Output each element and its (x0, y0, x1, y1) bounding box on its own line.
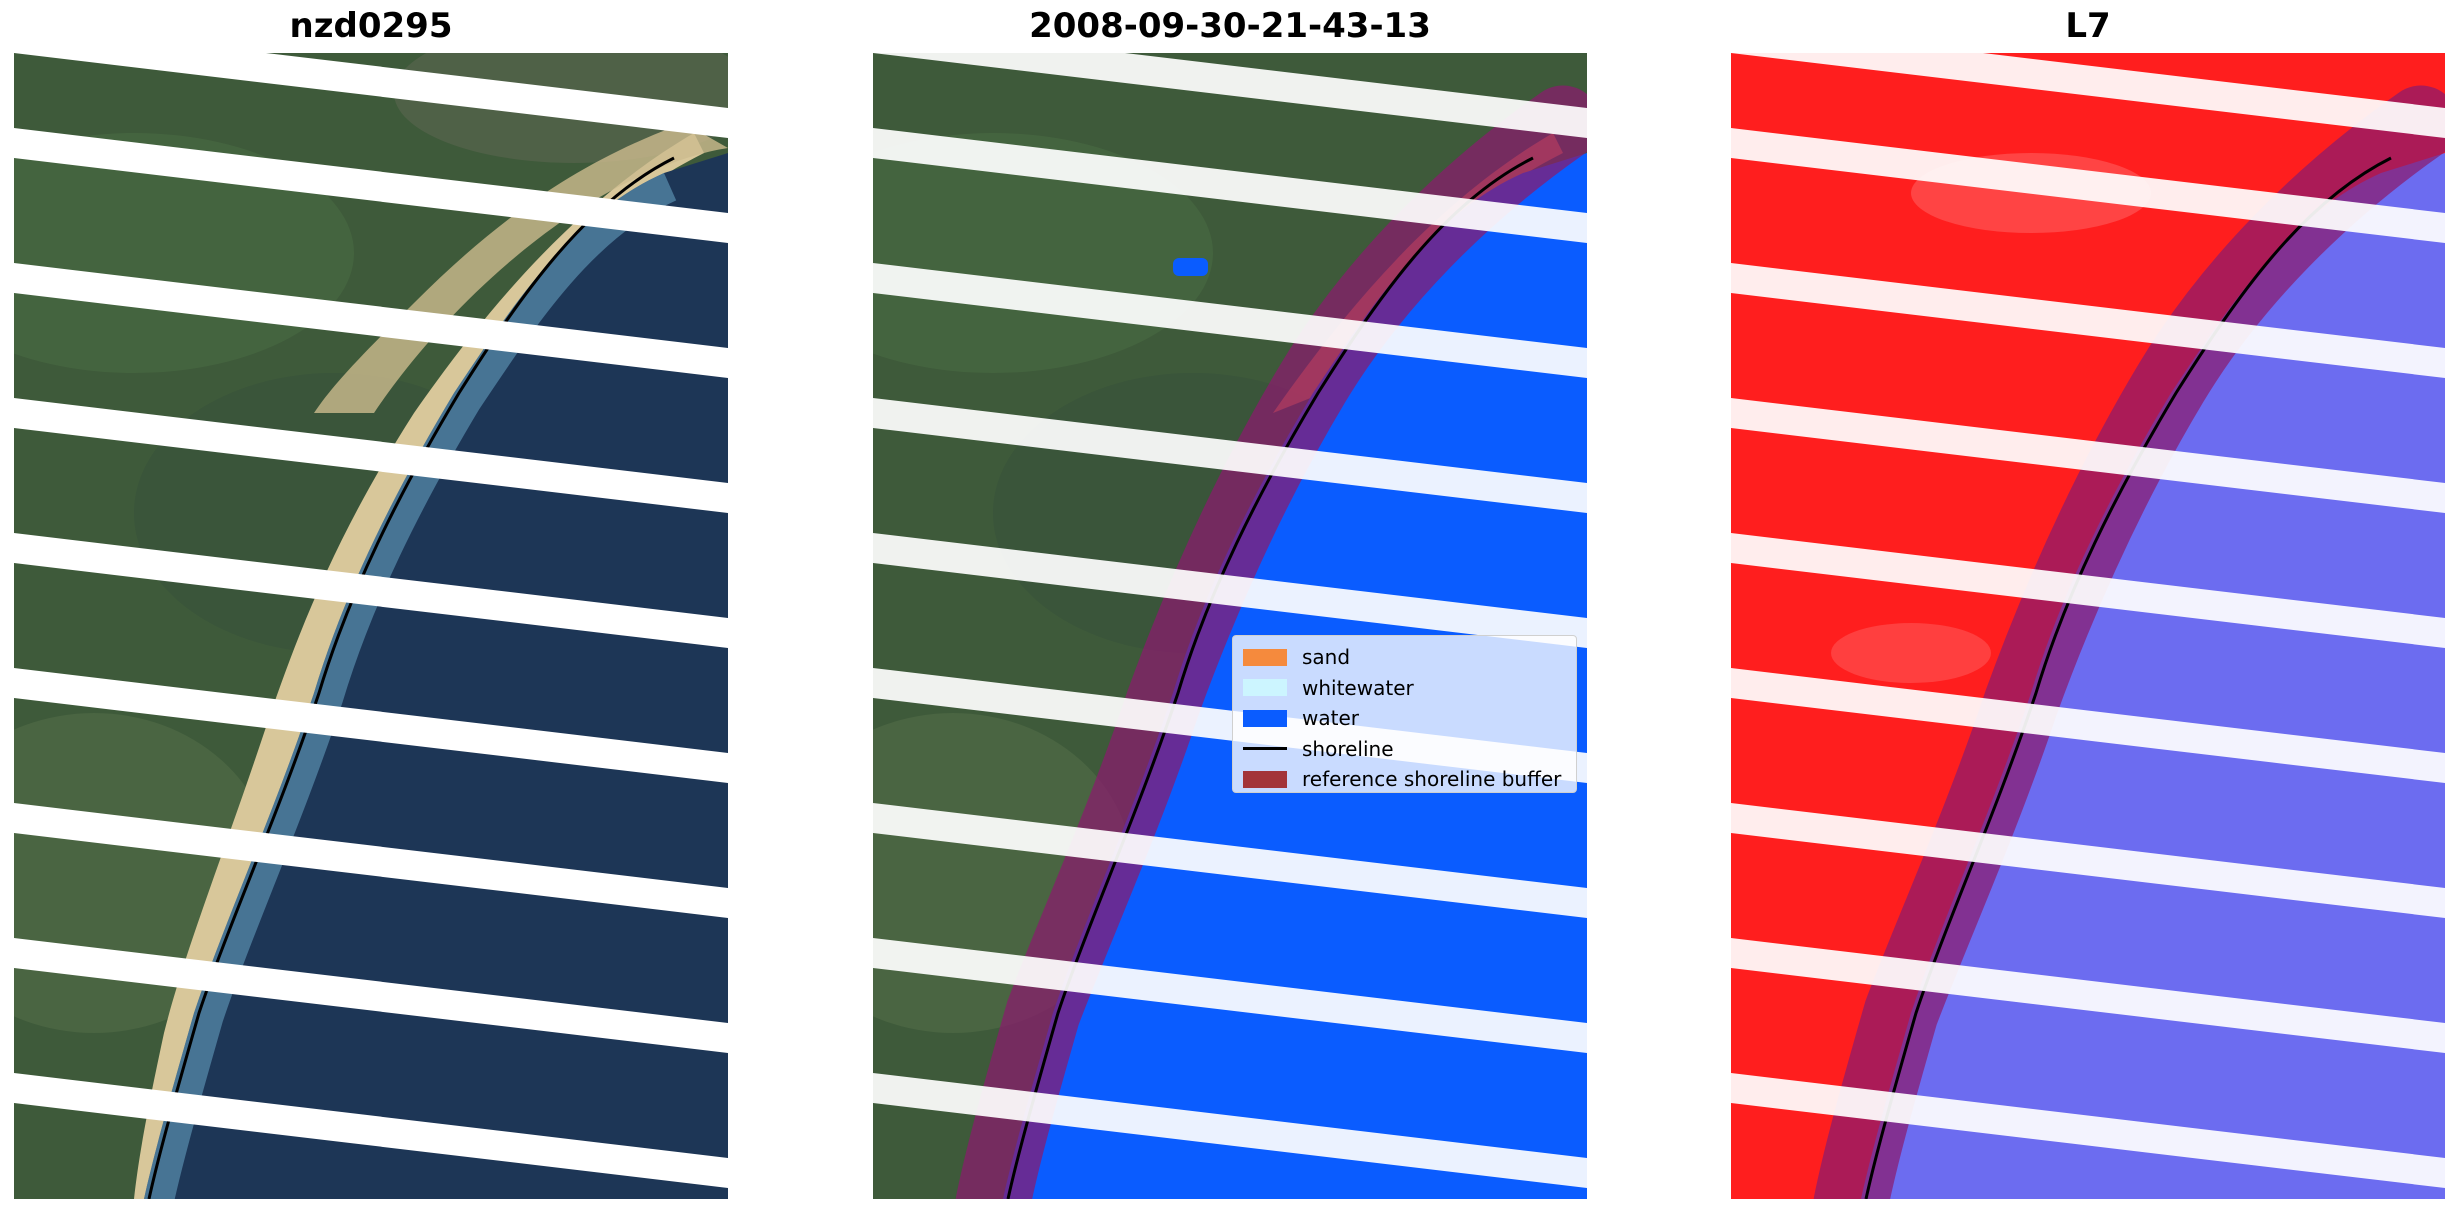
whitewater-swatch (1243, 679, 1287, 697)
panel-title-index: L7 (2065, 6, 2111, 46)
missing-data-stripes (14, 53, 728, 1188)
index-image (1731, 53, 2445, 1199)
legend-item-whitewater: whitewater (1243, 673, 1566, 704)
legend-label: whitewater (1302, 675, 1414, 700)
index-panel (1731, 53, 2445, 1199)
water-swatch (1243, 709, 1287, 727)
missing-data-stripes (1731, 53, 2445, 1188)
missing-data-stripes (873, 53, 1587, 1188)
shoreline-line (147, 156, 675, 1199)
buffer-swatch (1243, 770, 1287, 788)
reference-shoreline-buffer (1814, 85, 2445, 1199)
legend-label: water (1302, 706, 1359, 731)
shoreline-line (1006, 156, 1534, 1199)
legend-item-buffer: reference shoreline buffer (1243, 764, 1566, 795)
sand-swatch (1243, 648, 1287, 666)
legend-item-shoreline: shoreline (1243, 734, 1566, 765)
inland-water (1173, 258, 1208, 276)
classification-panel (873, 53, 1587, 1199)
legend-label: shoreline (1302, 736, 1394, 761)
shoreline-line (1864, 156, 2392, 1199)
reference-shoreline-buffer (956, 85, 1587, 1199)
rgb-image-panel (14, 53, 728, 1199)
classified-image (873, 53, 1587, 1199)
legend-item-water: water (1243, 703, 1566, 734)
legend-label: sand (1302, 645, 1351, 670)
legend: sand whitewater water shoreline referenc… (1232, 635, 1577, 793)
panel-title-rgb: nzd0295 (289, 6, 453, 46)
legend-item-sand: sand (1243, 642, 1566, 673)
shoreline-swatch (1243, 747, 1287, 751)
panel-title-classification: 2008-09-30-21-43-13 (1029, 6, 1431, 46)
rgb-satellite-image (14, 53, 728, 1199)
legend-label: reference shoreline buffer (1302, 767, 1562, 792)
